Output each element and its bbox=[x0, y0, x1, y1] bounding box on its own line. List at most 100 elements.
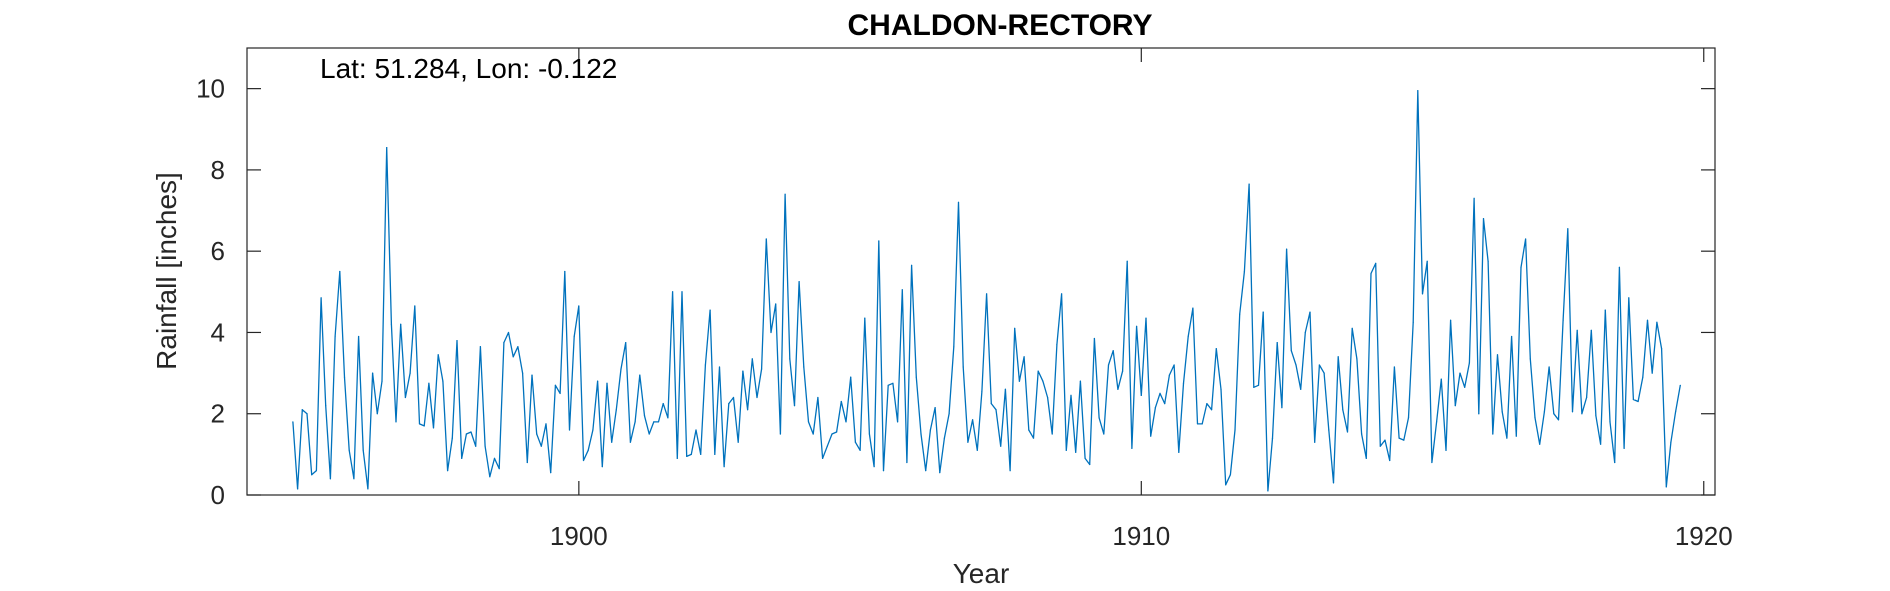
data-point bbox=[1600, 443, 1602, 445]
data-point bbox=[854, 441, 857, 443]
data-point bbox=[587, 449, 589, 451]
data-point bbox=[897, 421, 899, 423]
data-point bbox=[564, 270, 566, 273]
data-point bbox=[498, 468, 500, 470]
data-point bbox=[461, 457, 463, 459]
data-point bbox=[381, 380, 383, 382]
data-point bbox=[1253, 386, 1255, 388]
data-point bbox=[484, 445, 486, 447]
data-point bbox=[1618, 266, 1620, 268]
y-tick-label: 10 bbox=[196, 74, 225, 104]
data-point bbox=[348, 449, 350, 451]
data-point bbox=[793, 405, 796, 407]
data-point bbox=[840, 400, 842, 403]
data-point bbox=[995, 409, 997, 411]
data-point bbox=[329, 478, 331, 480]
data-point bbox=[1271, 437, 1274, 439]
data-point bbox=[845, 421, 847, 423]
data-point bbox=[573, 335, 575, 338]
data-point bbox=[1562, 319, 1564, 321]
data-point bbox=[718, 366, 721, 368]
data-point bbox=[681, 291, 683, 293]
data-point bbox=[1496, 354, 1499, 356]
data-point bbox=[648, 433, 650, 435]
data-point bbox=[620, 368, 622, 370]
data-point bbox=[531, 374, 533, 376]
data-point bbox=[601, 466, 603, 468]
data-point bbox=[972, 419, 974, 421]
data-point bbox=[409, 372, 411, 374]
data-point bbox=[629, 441, 632, 443]
data-point bbox=[1506, 437, 1508, 439]
data-point bbox=[1665, 486, 1667, 488]
data-point bbox=[1328, 429, 1330, 431]
data-point bbox=[826, 445, 828, 447]
data-point bbox=[432, 427, 435, 429]
data-point bbox=[550, 472, 552, 474]
data-point bbox=[1126, 260, 1128, 262]
data-point bbox=[611, 441, 613, 443]
data-point bbox=[315, 470, 317, 472]
data-point bbox=[784, 193, 786, 195]
data-point bbox=[1590, 329, 1592, 331]
data-point bbox=[1257, 384, 1260, 386]
data-point bbox=[400, 323, 402, 325]
data-point bbox=[1248, 183, 1250, 185]
data-point bbox=[367, 488, 369, 490]
data-point bbox=[540, 445, 542, 447]
data-point bbox=[676, 457, 678, 459]
location-annotation: Lat: 51.284, Lon: -0.122 bbox=[320, 53, 617, 84]
data-point bbox=[1623, 447, 1625, 449]
data-point bbox=[807, 421, 810, 423]
x-tick-label: 1900 bbox=[550, 521, 608, 551]
data-point bbox=[339, 270, 341, 273]
data-point bbox=[1276, 342, 1278, 344]
data-point bbox=[1356, 358, 1358, 360]
data-point bbox=[1164, 403, 1166, 405]
data-point bbox=[1229, 474, 1231, 476]
data-point bbox=[892, 382, 894, 384]
data-point bbox=[751, 358, 753, 360]
data-point bbox=[967, 441, 969, 443]
data-point bbox=[297, 488, 299, 490]
data-point bbox=[1520, 266, 1522, 268]
data-point bbox=[1286, 248, 1288, 250]
x-tick-label: 1920 bbox=[1675, 521, 1733, 551]
data-point bbox=[306, 413, 308, 415]
data-point bbox=[747, 409, 749, 411]
data-point bbox=[1079, 380, 1081, 382]
data-point bbox=[1239, 313, 1241, 315]
data-point bbox=[1525, 238, 1527, 240]
data-point bbox=[1281, 407, 1283, 409]
data-point bbox=[1337, 356, 1339, 358]
data-point bbox=[1609, 421, 1611, 423]
data-point bbox=[859, 449, 861, 451]
data-point bbox=[1262, 311, 1264, 313]
data-point bbox=[1112, 350, 1114, 352]
data-point bbox=[1304, 331, 1306, 334]
data-point bbox=[1431, 461, 1433, 464]
data-point bbox=[512, 356, 514, 358]
data-point bbox=[690, 453, 692, 455]
data-point bbox=[920, 433, 922, 435]
data-point bbox=[1548, 366, 1550, 368]
y-axis-label: Rainfall [inches] bbox=[151, 172, 182, 370]
data-point bbox=[414, 305, 416, 307]
data-point bbox=[1651, 372, 1653, 374]
data-point bbox=[864, 317, 866, 319]
data-point bbox=[1478, 413, 1480, 415]
data-point bbox=[554, 384, 557, 386]
data-point bbox=[606, 382, 608, 384]
data-point bbox=[1047, 396, 1049, 399]
data-point bbox=[836, 431, 838, 433]
data-point bbox=[343, 376, 346, 378]
data-point bbox=[1670, 441, 1672, 443]
data-point bbox=[1342, 409, 1344, 411]
y-tick-label: 0 bbox=[211, 480, 225, 510]
data-point bbox=[742, 370, 744, 372]
data-point bbox=[798, 281, 800, 283]
data-point bbox=[1201, 423, 1203, 425]
data-point bbox=[1107, 364, 1110, 366]
